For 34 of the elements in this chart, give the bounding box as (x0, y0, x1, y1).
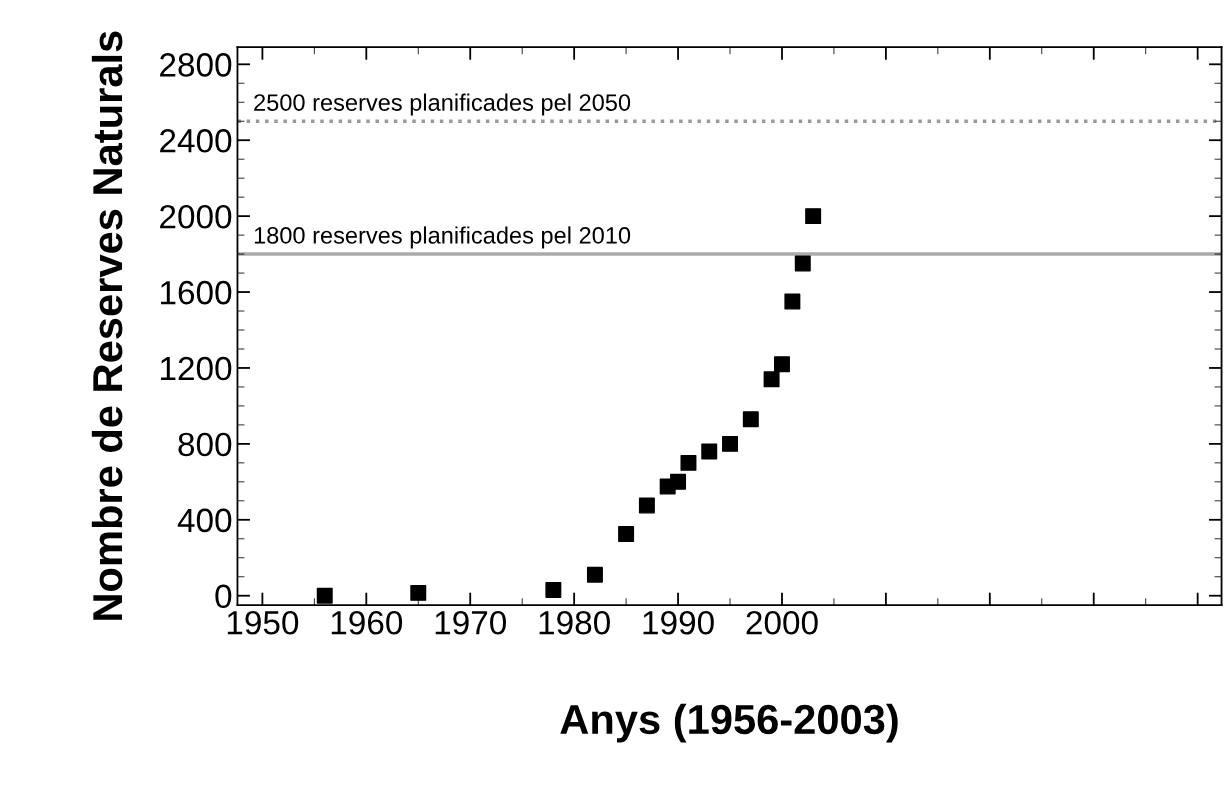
point (763, 371, 780, 388)
y-tick-label: 1200 (160, 356, 232, 381)
point (805, 208, 822, 225)
ref-line-label: 1800 reserves planificades pel 2010 (254, 226, 631, 249)
point (545, 582, 562, 598)
x-tick-label: 1950 (227, 610, 299, 635)
point (586, 566, 603, 583)
y-tick-label: 1600 (160, 280, 232, 305)
y-tick-label: 2400 (160, 129, 232, 153)
x-tick-label: 1970 (435, 610, 507, 635)
x-tick-label: 2000 (746, 610, 818, 635)
y-tick-label: 400 (177, 508, 232, 533)
point (701, 443, 718, 460)
x-tick-label: 1990 (643, 610, 714, 635)
point (742, 411, 759, 428)
point (670, 473, 687, 490)
x-tick-label: 1980 (539, 610, 610, 635)
point (774, 356, 790, 373)
point (794, 255, 811, 272)
point (638, 497, 655, 514)
ref-line-label: 2500 reserves planificades pel 2050 (254, 93, 631, 116)
point (410, 584, 427, 601)
point (680, 454, 697, 471)
point (722, 435, 739, 452)
x-axis-title: Anys (1956-2003) (560, 703, 898, 743)
y-tick-label: 800 (178, 432, 232, 457)
y-tick-label: 0 (215, 584, 232, 609)
point (784, 293, 801, 310)
y-tick-label: 2000 (160, 204, 232, 229)
point (316, 587, 333, 604)
x-tick-label: 1960 (331, 610, 403, 635)
y-axis-title: Nombre de Reserves Naturals (91, 31, 123, 620)
y-tick-label: 2800 (160, 53, 232, 77)
point (618, 526, 635, 543)
